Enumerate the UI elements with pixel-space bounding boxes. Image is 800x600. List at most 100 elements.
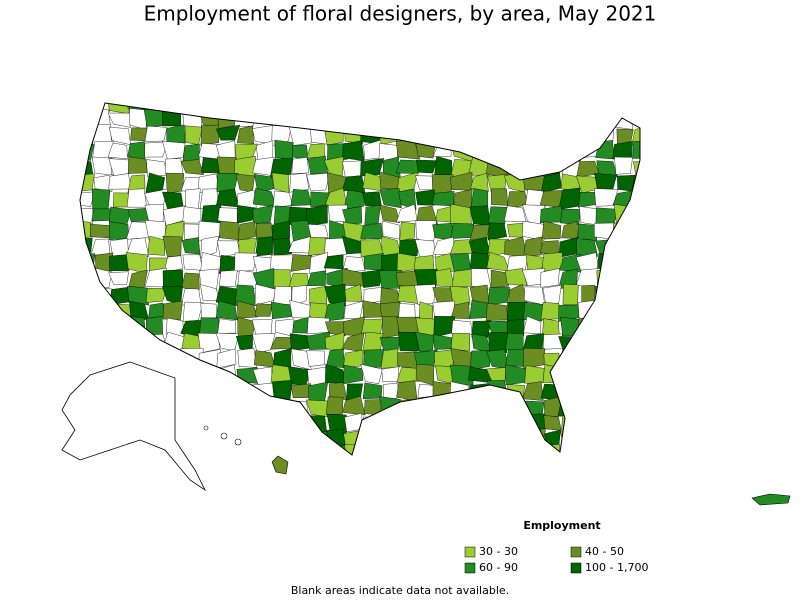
area <box>80 333 95 351</box>
area <box>80 103 93 114</box>
area <box>182 431 203 449</box>
area <box>162 103 183 111</box>
area <box>595 365 616 383</box>
area <box>342 160 364 178</box>
area <box>616 267 635 287</box>
area <box>362 103 384 114</box>
area <box>344 284 363 302</box>
area <box>435 205 453 223</box>
area <box>612 253 633 273</box>
area <box>485 302 508 321</box>
area <box>523 236 543 258</box>
area <box>216 188 240 208</box>
area <box>415 107 438 131</box>
area <box>396 172 419 193</box>
area <box>561 103 581 115</box>
area <box>522 123 545 146</box>
area <box>198 396 219 418</box>
area <box>396 446 421 455</box>
area <box>199 317 220 334</box>
area <box>328 445 348 455</box>
area <box>288 400 309 417</box>
area <box>576 364 598 384</box>
area <box>634 224 640 241</box>
area <box>148 349 166 366</box>
area <box>506 319 525 336</box>
area <box>594 399 618 418</box>
area <box>415 143 436 159</box>
area <box>324 187 348 208</box>
area <box>469 350 491 371</box>
area <box>633 205 640 225</box>
area <box>527 428 546 450</box>
area <box>522 156 541 177</box>
area <box>488 415 509 434</box>
area <box>290 189 312 206</box>
area <box>252 446 275 455</box>
area <box>469 224 490 242</box>
area <box>108 271 129 285</box>
area <box>399 221 416 242</box>
area <box>452 103 474 114</box>
area <box>181 364 201 386</box>
area <box>201 367 221 383</box>
area <box>273 399 294 417</box>
area <box>395 159 419 174</box>
area <box>307 224 329 238</box>
area <box>490 269 510 288</box>
area <box>487 332 508 354</box>
area <box>289 299 312 319</box>
area <box>575 333 600 354</box>
area <box>343 189 365 210</box>
area <box>615 367 634 385</box>
area <box>252 333 276 354</box>
area <box>271 172 290 194</box>
area <box>631 190 640 208</box>
area <box>200 302 218 319</box>
area <box>164 158 184 175</box>
area <box>507 413 529 433</box>
area <box>542 443 561 455</box>
area <box>418 125 438 144</box>
area <box>309 430 328 449</box>
area <box>109 221 129 241</box>
area <box>434 156 453 177</box>
area <box>414 284 436 305</box>
area <box>631 395 640 416</box>
area <box>163 255 183 274</box>
area <box>360 158 385 177</box>
area <box>506 395 526 417</box>
area <box>397 413 418 434</box>
area <box>166 124 186 144</box>
area <box>344 444 363 455</box>
area <box>633 335 640 351</box>
area <box>108 103 133 114</box>
area <box>634 412 640 434</box>
area <box>432 287 453 304</box>
area <box>612 103 633 111</box>
area <box>612 429 635 449</box>
area <box>414 268 438 290</box>
area <box>269 103 294 112</box>
area <box>415 220 437 242</box>
area <box>289 430 312 447</box>
area <box>236 300 259 319</box>
area <box>576 238 599 257</box>
area <box>273 269 291 289</box>
legend-label: 100 - 1,700 <box>585 561 648 574</box>
area <box>235 412 257 433</box>
area <box>450 123 473 142</box>
area <box>580 108 596 130</box>
area <box>522 381 544 401</box>
area <box>108 158 132 177</box>
area <box>162 269 184 288</box>
area <box>504 110 528 130</box>
area <box>469 103 490 112</box>
area <box>326 348 346 368</box>
area <box>143 109 163 128</box>
area <box>80 300 95 321</box>
area <box>218 103 237 113</box>
area <box>147 235 166 256</box>
area <box>540 383 564 401</box>
area <box>396 252 418 273</box>
